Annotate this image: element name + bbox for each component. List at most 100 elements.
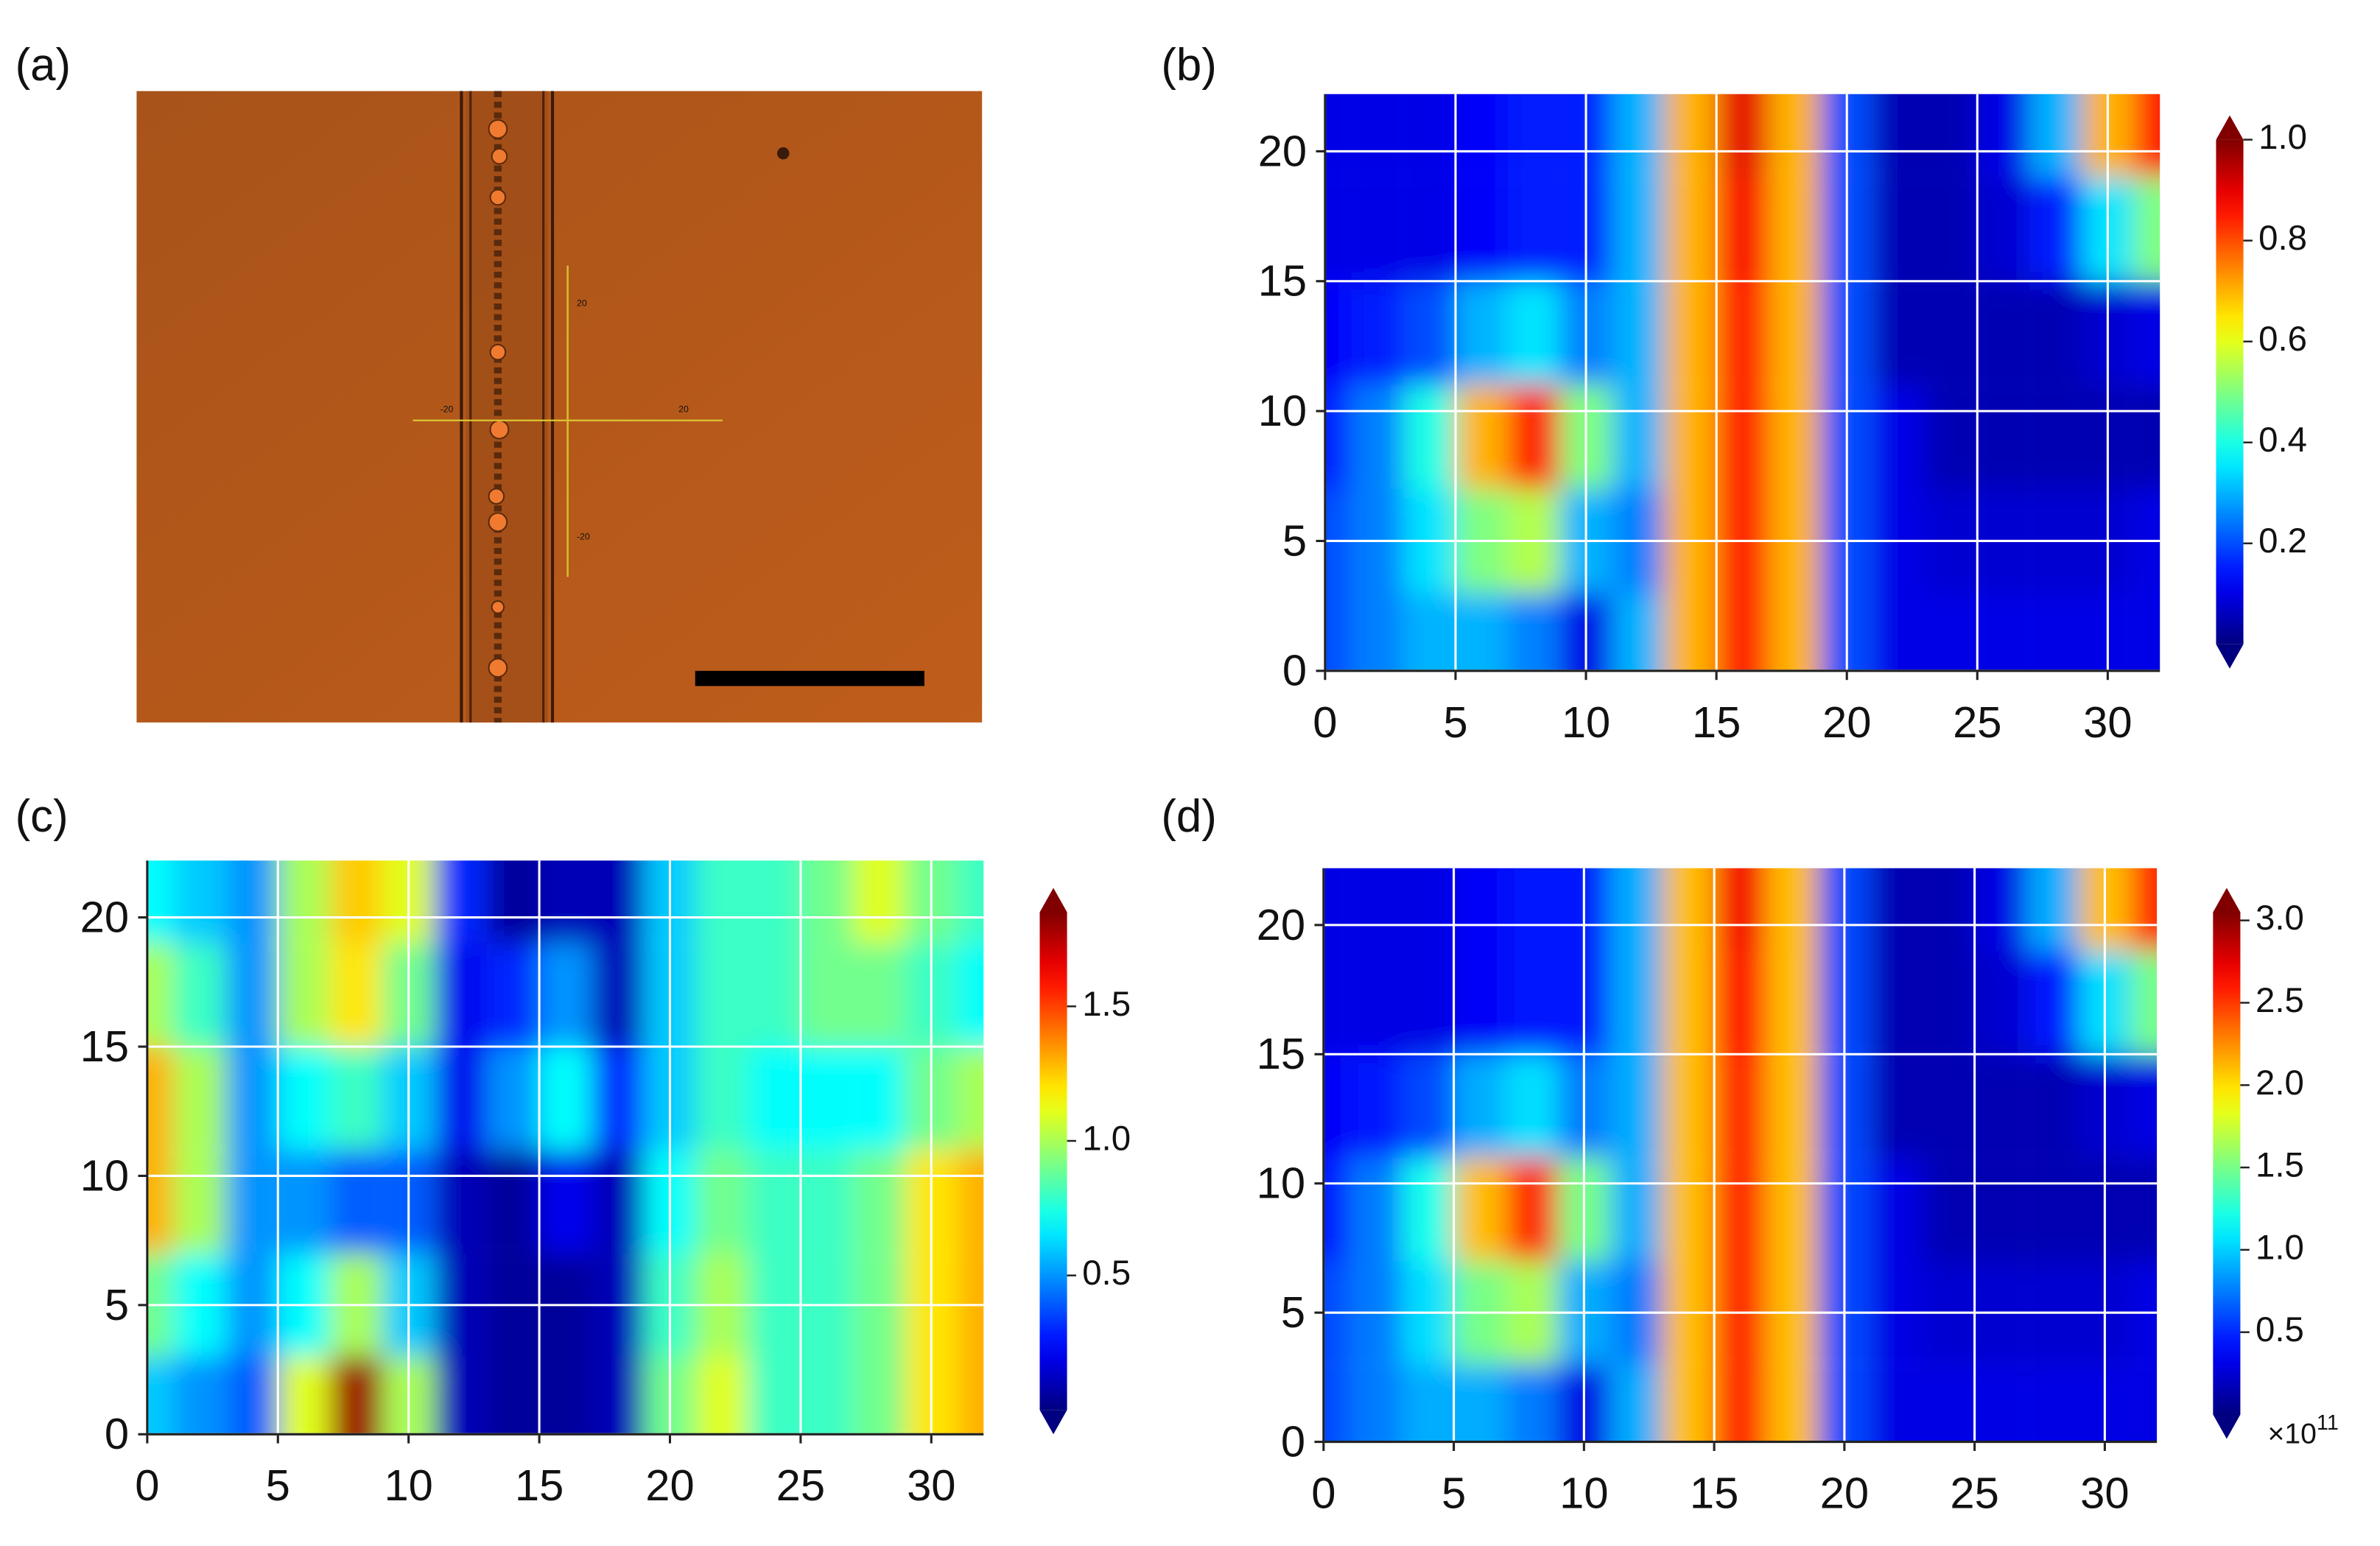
heatmap-cell [2130, 1054, 2158, 1158]
heatmap-cell [1716, 94, 1769, 178]
heatmap-cell [2133, 281, 2160, 385]
x-tick-label: 10 [1562, 698, 1610, 747]
heatmap-cell [1323, 950, 1350, 1055]
heatmap-cell [957, 1047, 984, 1150]
heatmap-cell [1662, 1157, 1715, 1262]
heatmap-cell [1610, 868, 1663, 951]
heatmap-cell [1324, 94, 1352, 178]
heatmap-cell [1766, 1364, 1819, 1442]
x-tick-label: 10 [384, 1461, 432, 1510]
heatmap-cell [1401, 950, 1454, 1055]
heatmap-cell [1870, 1364, 1923, 1442]
heatmap-cell [1612, 94, 1665, 178]
heatmap-cell [1716, 281, 1769, 385]
heatmap-cell [748, 1357, 801, 1435]
heatmap-cell [2133, 593, 2160, 671]
heatmap-cell [435, 860, 488, 944]
heatmap-cell [852, 943, 905, 1047]
y-tick-label: 20 [1257, 900, 1305, 949]
heatmap-cell [1714, 950, 1766, 1055]
heatmap-cell [225, 1357, 278, 1435]
heatmap-cell [957, 860, 984, 944]
heatmap-cell [1716, 593, 1769, 671]
heatmap-cell [1455, 94, 1508, 178]
heatmap-cell [1766, 868, 1819, 951]
colorbar-multiplier: ×1011 [2268, 1410, 2339, 1450]
heatmap-cell [1870, 1157, 1923, 1262]
heatmap-cell [1977, 384, 2030, 489]
heatmap-cell [1323, 1157, 1350, 1262]
colorbar-extend [1039, 1410, 1067, 1435]
heatmap-cell [800, 1047, 853, 1150]
heatmap-cell [225, 1047, 278, 1150]
heatmap-cell [173, 943, 226, 1047]
heatmap-cell [1455, 384, 1508, 489]
heatmap-cell [1403, 384, 1456, 489]
micrograph [136, 91, 983, 723]
heatmap-cell [487, 1150, 540, 1254]
x-tick-label: 5 [266, 1461, 290, 1510]
y-tick-label: 10 [1257, 1159, 1305, 1208]
x-tick-label: 5 [1443, 698, 1467, 747]
heatmap-cell [1453, 1364, 1506, 1442]
heatmap-cell [539, 1047, 592, 1150]
heatmap-cell [1349, 950, 1402, 1055]
heatmap-cell [147, 1357, 174, 1435]
heatmap-cell [695, 860, 748, 944]
heatmap-cell [1453, 1054, 1506, 1158]
heatmap-cell [1664, 94, 1717, 178]
heatmap-cell [1401, 1054, 1454, 1158]
colorbar [2216, 139, 2244, 644]
heatmap-cell [330, 943, 383, 1047]
heatmap-cell [147, 860, 174, 944]
heatmap-cell [1872, 94, 1926, 178]
heatmap-cell [1401, 868, 1454, 951]
x-tick-label: 15 [1692, 698, 1741, 747]
heatmap-cell [539, 1357, 592, 1435]
x-tick-label: 25 [776, 1461, 825, 1510]
heatmap-cell [1662, 1364, 1715, 1442]
heatmap-cell [1612, 384, 1665, 489]
colorbar-tick-label: 0.4 [2258, 421, 2307, 460]
heatmap-cell [2026, 1364, 2079, 1442]
x-tick-label: 25 [1950, 1469, 1998, 1518]
heatmap-cell [1977, 281, 2030, 385]
heatmap-cell [748, 943, 801, 1047]
heatmap-cell [1974, 1364, 2027, 1442]
heatmap-cell [225, 860, 278, 944]
colorbar-tick-label: 0.2 [2258, 521, 2307, 561]
heatmap-cell [1766, 1054, 1819, 1158]
heatmap-cell [957, 1150, 984, 1254]
y-tick-label: 10 [1258, 386, 1307, 435]
heatmap-cell [2029, 281, 2082, 385]
heatmap-cell [2130, 1157, 2158, 1262]
colorbar-extend [2216, 115, 2244, 140]
x-tick-label: 30 [2080, 1469, 2129, 1518]
colorbar-tick-label: 1.0 [2256, 1228, 2304, 1267]
heatmap-cell [1401, 1157, 1454, 1262]
heatmap-cell [748, 1047, 801, 1150]
heatmap [1324, 94, 2160, 671]
heatmap-cell [435, 1047, 488, 1150]
heatmap-cell [1870, 950, 1923, 1055]
heatmap-cell [487, 860, 540, 944]
colorbar-tick-label: 0.8 [2258, 219, 2307, 258]
heatmap-cell [1507, 593, 1560, 671]
multiplier-exponent: 11 [2317, 1410, 2339, 1434]
x-tick-label: 30 [907, 1461, 955, 1510]
y-tick-label: 15 [1258, 256, 1307, 306]
y-tick-label: 5 [1282, 516, 1307, 565]
heatmap-cell [1323, 868, 1350, 951]
heatmap-cell [592, 1150, 645, 1254]
colorbar-tick-label: 1.0 [2258, 118, 2307, 157]
colorbar-extend [2216, 644, 2244, 669]
heatmap-cell [1974, 1054, 2027, 1158]
multiplier-base: ×10 [2268, 1419, 2317, 1450]
heatmap-cell [1506, 868, 1558, 951]
crosshair-label: -20 [440, 404, 454, 415]
y-tick-label: 5 [1281, 1287, 1305, 1337]
heatmap-cell [695, 1047, 748, 1150]
colorbar-tick-label: 1.5 [1082, 985, 1131, 1024]
heatmap-cell [435, 943, 488, 1047]
heatmap-cell [800, 1150, 853, 1254]
